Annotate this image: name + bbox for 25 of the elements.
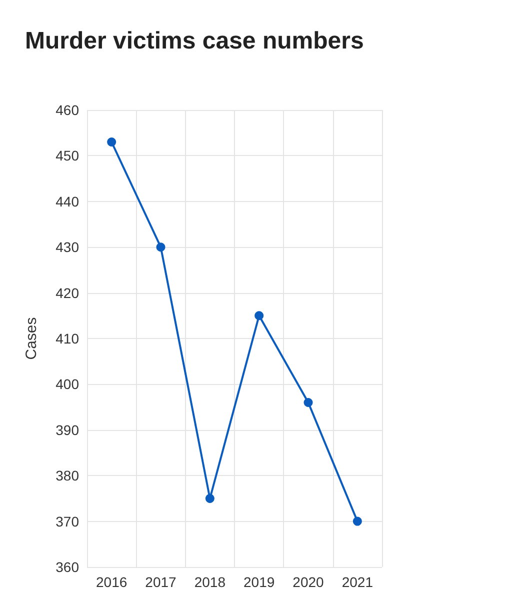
- y-tick-label: 390: [56, 422, 80, 438]
- x-tick-label: 2020: [292, 574, 324, 590]
- point: [156, 242, 166, 252]
- y-tick-label: 360: [56, 559, 80, 575]
- x-tick-label: 2019: [244, 574, 275, 590]
- x-tick-label: 2016: [96, 574, 128, 590]
- x-tick-label: 2017: [145, 574, 177, 590]
- y-tick-label: 440: [56, 193, 80, 210]
- y-tick-label: 400: [56, 376, 80, 392]
- point: [352, 516, 362, 526]
- point: [107, 137, 116, 146]
- y-tick-label: 460: [56, 102, 80, 118]
- y-tick-label: 430: [56, 239, 80, 256]
- y-tick-label: 410: [56, 330, 80, 346]
- x-tick-label: 2018: [194, 574, 226, 590]
- y-tick-label: 380: [56, 468, 80, 484]
- point: [304, 398, 313, 407]
- point: [254, 311, 264, 320]
- chart-title: Murder victims case numbers: [25, 28, 364, 54]
- x-tick-label: 2021: [342, 574, 374, 590]
- y-tick-label: 450: [56, 148, 80, 164]
- y-tick-label: 370: [56, 513, 80, 530]
- point: [205, 494, 214, 503]
- y-tick-label: 420: [56, 284, 80, 301]
- y-axis-title: Cases: [23, 317, 40, 360]
